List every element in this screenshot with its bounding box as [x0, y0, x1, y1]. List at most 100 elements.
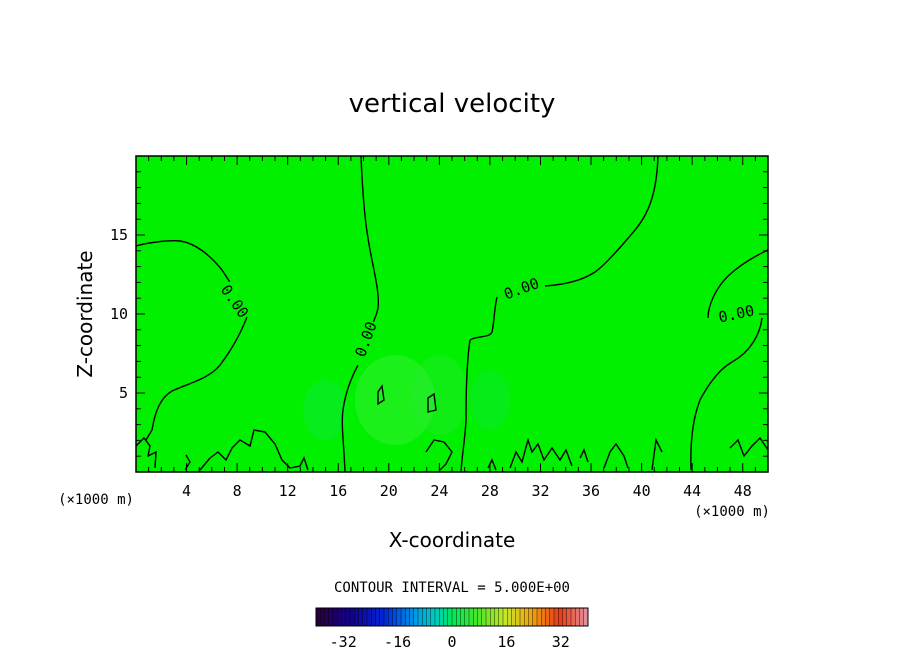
- colorbar-swatch: [579, 608, 585, 626]
- x-axis-label: X-coordinate: [389, 528, 516, 552]
- x-tick-label: 28: [481, 482, 499, 500]
- colorbar-swatch: [426, 608, 432, 626]
- colorbar-swatch: [571, 608, 576, 626]
- colorbar-swatch: [562, 608, 568, 626]
- colorbar-swatch: [481, 608, 487, 626]
- colorbar-swatch: [511, 608, 517, 626]
- colorbar-swatch: [384, 608, 389, 626]
- colorbar-swatch: [333, 608, 338, 626]
- colorbar-swatch: [532, 608, 538, 626]
- x-tick-label: 48: [734, 482, 752, 500]
- colorbar-swatch: [409, 608, 415, 626]
- colorbar-swatch: [486, 608, 491, 626]
- colorbar-swatch: [358, 608, 364, 626]
- colorbar-swatch: [469, 608, 474, 626]
- contour-right: [707, 249, 768, 319]
- contours: [136, 156, 768, 472]
- x-tick-label: 8: [233, 482, 242, 500]
- x-tick-label: 40: [633, 482, 651, 500]
- colorbar-swatch: [583, 608, 589, 626]
- x-unit-label-right: (×1000 m): [694, 504, 770, 520]
- y-tick-label: 10: [110, 305, 128, 323]
- colorbar-swatch: [388, 608, 393, 626]
- chart-title: vertical velocity: [349, 89, 556, 119]
- contour-left: [136, 240, 236, 291]
- colorbar-swatch: [350, 608, 355, 626]
- colorbar-swatch: [367, 608, 372, 626]
- y-tick-label: 5: [119, 384, 128, 402]
- y-ticks: 5 10 15: [110, 171, 768, 457]
- colorbar-swatch: [545, 608, 551, 626]
- colorbar-swatch: [447, 608, 453, 626]
- contour-label-bg: [351, 318, 381, 360]
- contour-middle: [360, 156, 380, 331]
- x-tick-label: 32: [531, 482, 549, 500]
- colorbar-swatch: [520, 608, 525, 626]
- colorbar-ticks: -32 -16 0 16 32: [330, 633, 570, 651]
- colorbar-swatch: [371, 608, 376, 626]
- colorbar-swatch: [401, 608, 406, 626]
- y-tick-label: 15: [110, 226, 128, 244]
- contour-middle-lower: [341, 364, 359, 472]
- x-tick-label: 16: [329, 482, 347, 500]
- x-tick-label: 12: [279, 482, 297, 500]
- colorbar-swatch: [549, 608, 555, 626]
- contour-label-bg: [715, 301, 757, 326]
- colorbar-tick-label: 32: [552, 633, 570, 651]
- colorbar-swatch: [362, 608, 368, 626]
- field-shading: [303, 355, 510, 445]
- colorbar-swatch: [405, 608, 410, 626]
- colorbar-swatch: [490, 608, 495, 626]
- colorbar-swatch: [507, 608, 512, 626]
- colorbar-swatch: [558, 608, 563, 626]
- colorbar-swatch: [498, 608, 504, 626]
- x-tick-label: 24: [430, 482, 448, 500]
- colorbar-tick-label: 0: [447, 633, 456, 651]
- colorbar-swatch: [524, 608, 529, 626]
- contour-bottom-ripple: [136, 384, 768, 471]
- colorbar-swatch: [337, 608, 342, 626]
- contour-right-lower: [690, 317, 763, 471]
- colorbar-swatch: [473, 608, 478, 626]
- colorbar-tick-label: -16: [384, 633, 411, 651]
- x-unit-label-left: (×1000 m): [58, 492, 134, 508]
- x-tick-label: 44: [683, 482, 701, 500]
- colorbar-tick-label: -32: [330, 633, 357, 651]
- colorbar-tick-label: 16: [497, 633, 515, 651]
- colorbar: [315, 607, 589, 627]
- colorbar-swatch: [494, 608, 500, 626]
- colorbar-swatch: [566, 608, 572, 626]
- colorbar-swatch: [456, 608, 461, 626]
- colorbar-swatch: [503, 608, 508, 626]
- colorbar-swatch: [575, 608, 580, 626]
- x-tick-label: 20: [380, 482, 398, 500]
- x-tick-label: 36: [582, 482, 600, 500]
- colorbar-swatch: [316, 608, 321, 626]
- colorbar-swatch: [396, 608, 402, 626]
- colorbar-swatch: [477, 608, 483, 626]
- colorbar-swatch: [320, 608, 325, 626]
- colorbar-swatch: [464, 608, 470, 626]
- colorbar-swatch: [554, 608, 559, 626]
- colorbar-swatch: [439, 608, 444, 626]
- colorbar-swatch: [435, 608, 440, 626]
- colorbar-swatch: [418, 608, 423, 626]
- contour-labels: 0.000.000.000.00: [217, 273, 757, 360]
- colorbar-swatch: [422, 608, 427, 626]
- colorbar-swatch: [460, 608, 466, 626]
- contour-right-mid2: [460, 296, 498, 472]
- x-tick-label: 4: [182, 482, 191, 500]
- colorbar-swatch: [452, 608, 457, 626]
- contour-interval-label: CONTOUR INTERVAL = 5.000E+00: [334, 580, 570, 596]
- contour-label-bg: [217, 280, 253, 322]
- colorbar-swatch: [324, 608, 330, 626]
- colorbar-swatch: [345, 608, 351, 626]
- contour-right-mid: [544, 156, 659, 287]
- colorbar-swatch: [392, 608, 398, 626]
- colorbar-swatch: [354, 608, 359, 626]
- contour-left-lower: [145, 316, 248, 441]
- colorbar-swatch: [537, 608, 542, 626]
- colorbar-swatch: [430, 608, 436, 626]
- y-axis-label: Z-coordinate: [73, 250, 97, 377]
